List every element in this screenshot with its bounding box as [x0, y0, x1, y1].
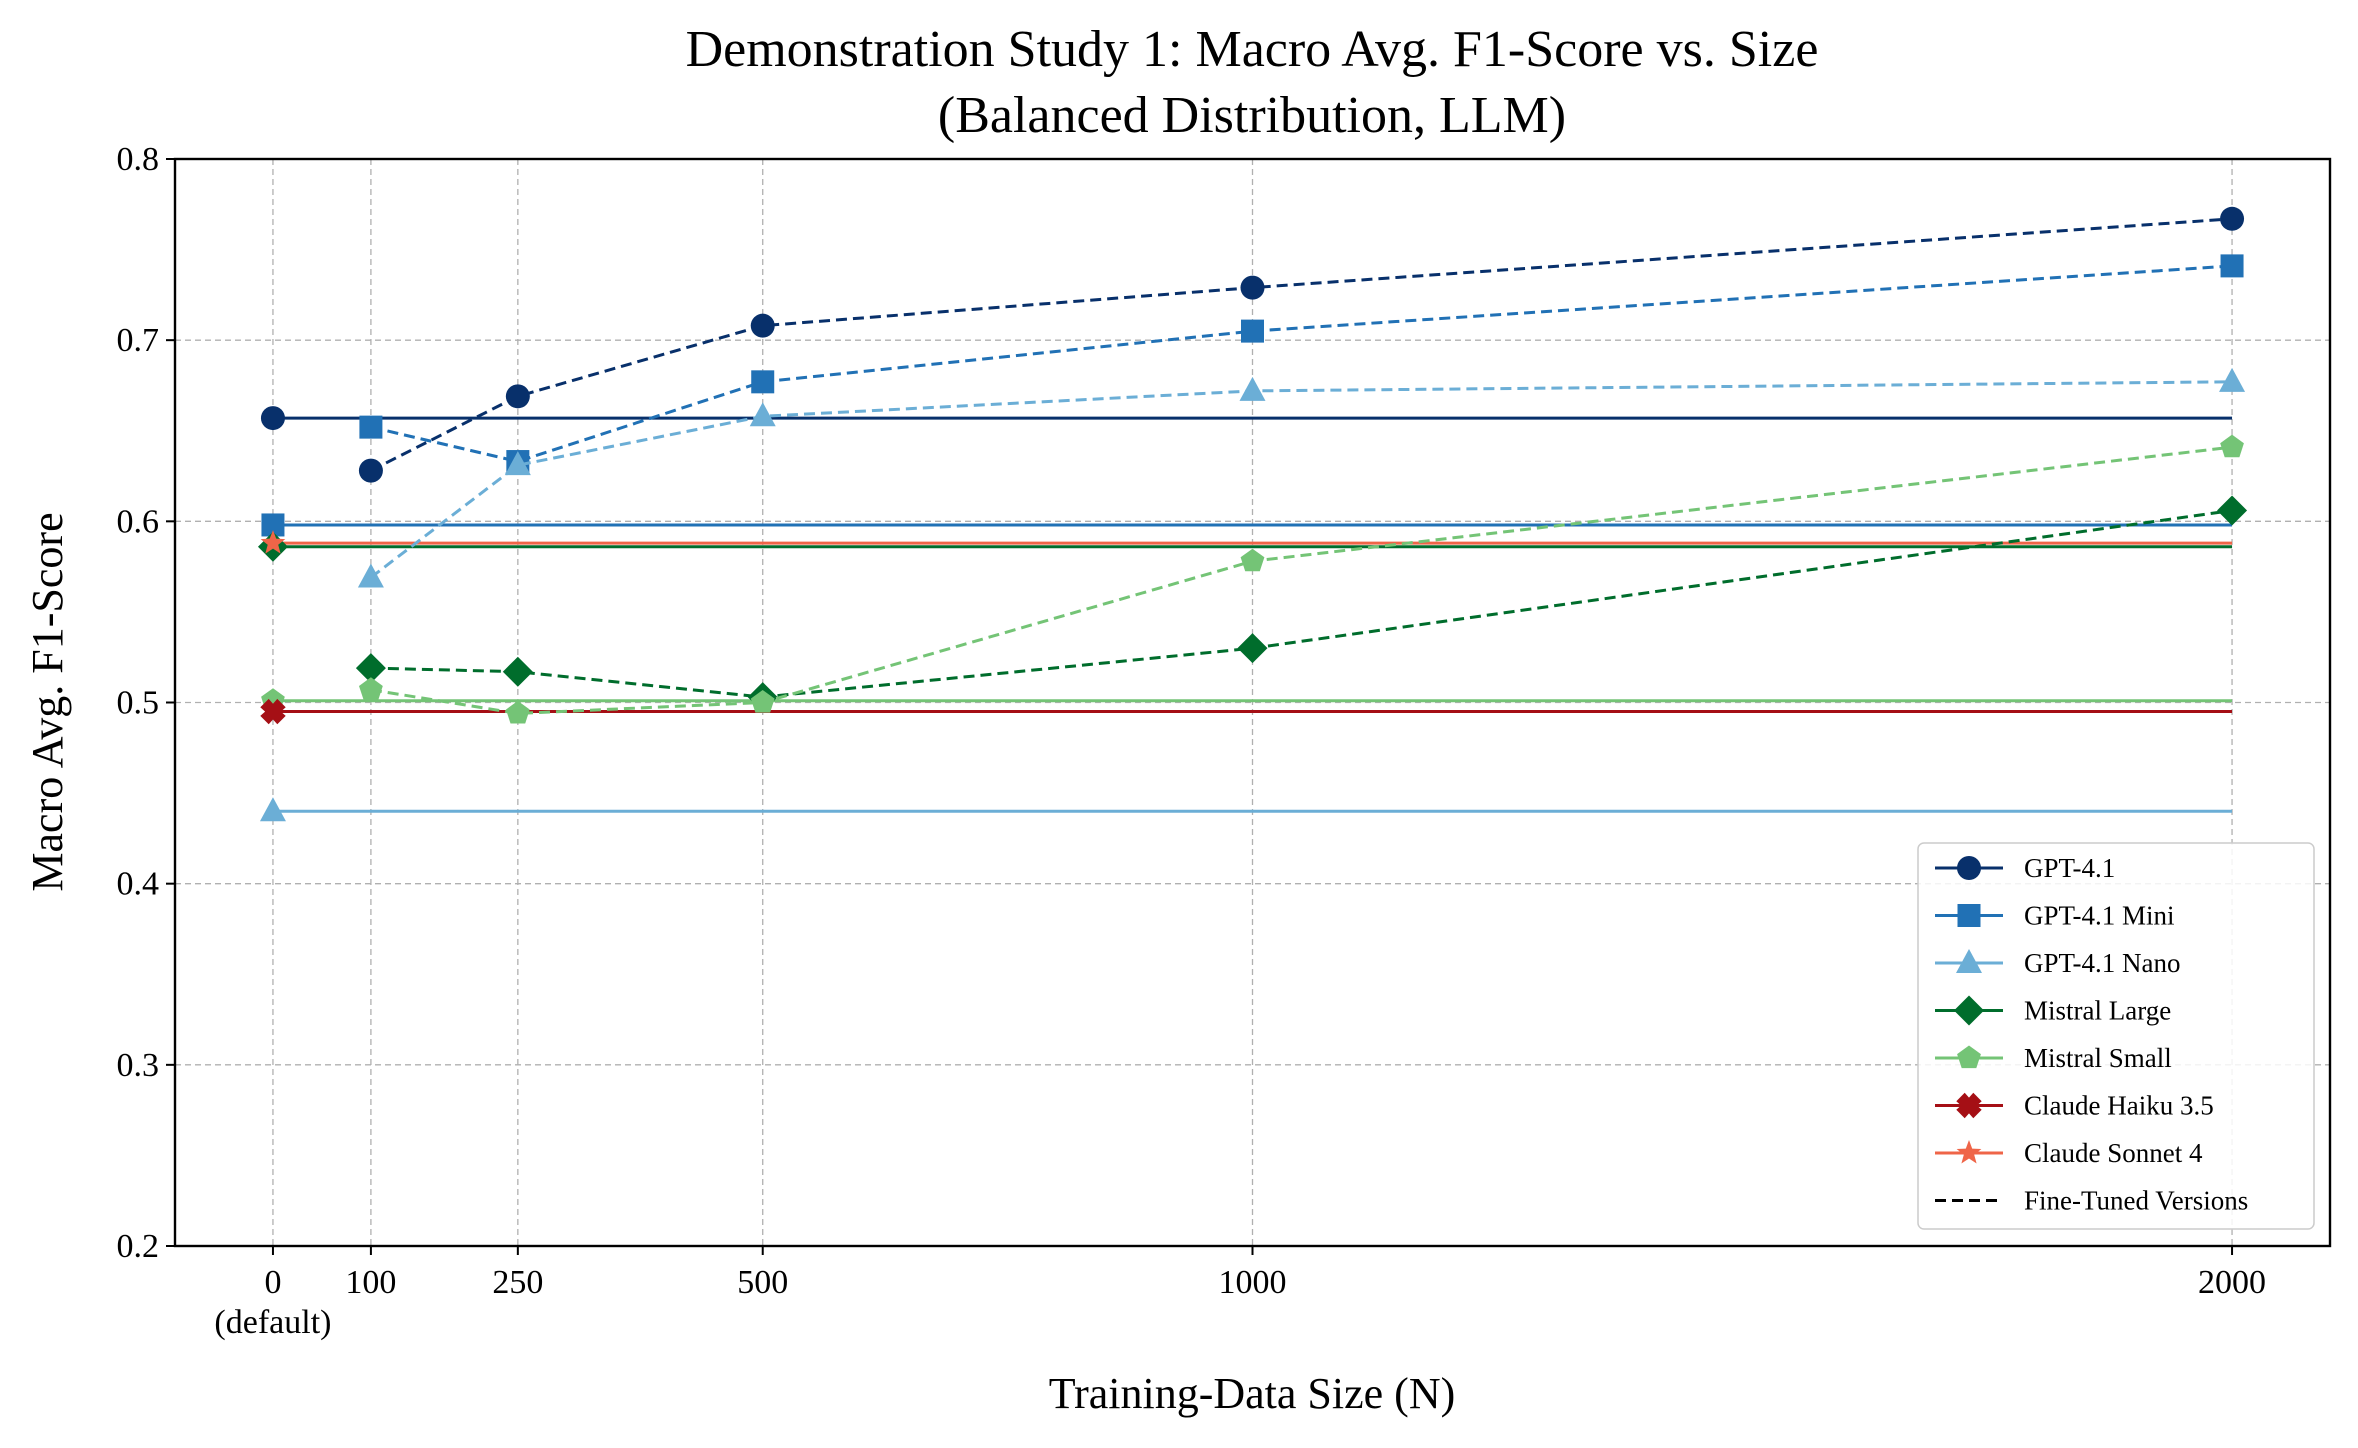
legend-marker: [1956, 949, 1982, 973]
data-point: [750, 313, 775, 338]
plot-frame: [173, 157, 2332, 1248]
x-tick-label: 2000: [2198, 1264, 2266, 1301]
x-axis-label: Training-Data Size (N): [1049, 1369, 1456, 1418]
y-tick-label: 0.7: [117, 322, 160, 359]
data-point: [504, 451, 531, 476]
legend-marker: [1956, 1140, 1982, 1164]
y-tick-label: 0.8: [117, 141, 160, 178]
legend-marker: [1957, 1045, 1981, 1069]
baseline-point: [260, 698, 286, 725]
y-tick-label: 0.2: [117, 1228, 160, 1265]
data-point: [1239, 376, 1266, 401]
legend-marker: [1957, 856, 1981, 880]
legend-marker: [1954, 995, 1984, 1026]
y-tick-label: 0.5: [117, 685, 160, 722]
data-point: [502, 656, 533, 687]
fine-tuned-line: [370, 264, 2233, 464]
fine-tuned-line: [370, 445, 2233, 715]
data-point: [750, 690, 775, 713]
data-point: [2217, 495, 2248, 526]
baseline-point: [259, 797, 286, 822]
data-point: [749, 402, 776, 427]
data-point: [1240, 548, 1265, 572]
data-point: [358, 458, 383, 483]
data-point: [1240, 275, 1265, 300]
x-tick-label: 500: [737, 1264, 788, 1301]
baseline-point: [261, 513, 285, 537]
fine-tuned-line: [370, 509, 2233, 699]
legend-label: GPT-4.1 Mini: [2024, 901, 2175, 931]
legend-box: [1917, 842, 2315, 1230]
data-point: [355, 653, 386, 684]
axis-ticks: 0 (default) 100 250 500 1000 2000 0.2 0.3 0.4 0.5 0…: [117, 141, 2267, 1341]
data-point: [2220, 206, 2245, 231]
legend-label: Claude Sonnet 4: [2024, 1138, 2203, 1168]
data-point: [359, 415, 383, 439]
x-tick-label: 250: [492, 1264, 543, 1301]
chart-title: Demonstration Study 1: Macro Avg. F1-Sco…: [686, 21, 1819, 78]
legend-marker: [1957, 904, 1981, 927]
fine-tuned-series: [355, 206, 2248, 724]
chart-subtitle: (Balanced Distribution, LLM): [938, 87, 1566, 144]
y-axis-label: Macro Avg. F1-Score: [23, 512, 72, 891]
data-point: [357, 563, 384, 588]
legend-label: Claude Haiku 3.5: [2024, 1091, 2214, 1121]
x-tick-label: 0 (default): [214, 1264, 331, 1341]
baseline-lines: [257, 406, 2233, 822]
baseline-point: [260, 530, 286, 554]
data-point: [506, 700, 530, 724]
y-tick-label: 0.6: [117, 503, 160, 540]
data-point: [2220, 434, 2244, 458]
legend-label: GPT-4.1 Nano: [2024, 948, 2181, 978]
legend-label: GPT-4.1: [2024, 853, 2115, 883]
y-tick-label: 0.4: [117, 866, 160, 903]
data-point: [751, 370, 775, 394]
legend-label: Mistral Small: [2024, 1043, 2172, 1073]
legend-label: Fine-Tuned Versions: [2024, 1186, 2248, 1216]
data-point: [505, 384, 530, 409]
baseline-point: [260, 406, 285, 431]
x-tick-label: 100: [345, 1264, 396, 1301]
legend-marker: [1956, 1092, 1982, 1119]
data-point: [359, 677, 383, 700]
data-point: [1237, 633, 1268, 664]
y-tick-label: 0.3: [117, 1047, 160, 1084]
x-tick-label: 1000: [1219, 1264, 1287, 1301]
legend: GPT-4.1 GPT-4.1 Mini GPT-4.1 Nano Mistral L…: [1917, 842, 2315, 1230]
fine-tuned-line: [370, 217, 2233, 472]
data-point: [2220, 254, 2244, 278]
data-point: [1241, 319, 1264, 343]
legend-label: Mistral Large: [2024, 996, 2171, 1026]
data-point: [2219, 367, 2246, 392]
